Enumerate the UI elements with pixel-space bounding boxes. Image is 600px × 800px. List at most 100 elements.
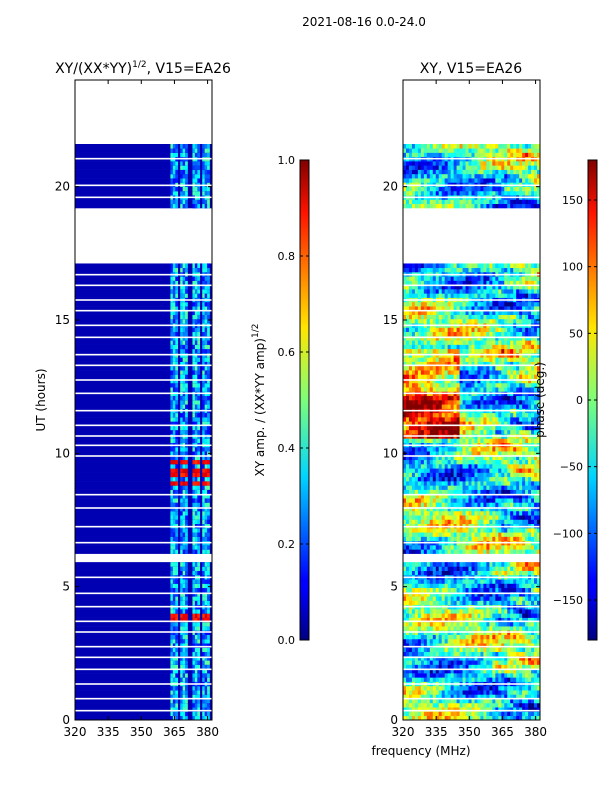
heatmap-row — [75, 318, 212, 324]
heatmap-cell — [474, 600, 478, 606]
heatmap-cell — [417, 685, 422, 691]
heatmap-cell — [465, 685, 469, 691]
heatmap-cell — [408, 549, 413, 554]
heatmap-cell — [444, 549, 448, 554]
heatmap-cell — [207, 498, 210, 503]
heatmap-cell — [194, 532, 198, 537]
heatmap-cell — [405, 596, 410, 601]
heatmap-cell — [423, 668, 428, 674]
heatmap-cell — [486, 481, 490, 486]
heatmap-cell — [516, 583, 520, 589]
heatmap-cell — [441, 451, 445, 456]
heatmap-cell — [441, 715, 445, 720]
heatmap-cell — [534, 690, 538, 695]
heatmap-cell — [435, 459, 440, 465]
heatmap-cell — [204, 698, 208, 704]
heatmap-cell — [534, 498, 538, 503]
heatmap-cell — [435, 698, 440, 704]
heatmap-cell — [495, 421, 499, 426]
heatmap-cell — [207, 660, 210, 665]
heatmap-cell — [465, 468, 469, 473]
heatmap-cell — [170, 451, 174, 456]
heatmap-cell — [175, 647, 179, 653]
heatmap-cell — [426, 592, 431, 597]
heatmap-cell — [180, 412, 183, 418]
heatmap-cell — [207, 152, 210, 158]
heatmap-cell — [403, 536, 407, 542]
heatmap-cell — [462, 485, 466, 490]
heatmap-row — [75, 455, 212, 461]
heatmap-cell — [414, 685, 419, 691]
heatmap-cell — [202, 284, 205, 290]
heatmap-cell — [180, 668, 183, 674]
heatmap-cell — [534, 566, 538, 571]
heatmap-cell — [202, 626, 205, 631]
heatmap-cell — [462, 510, 466, 516]
heatmap-cell — [420, 621, 425, 627]
heatmap-cell — [417, 677, 422, 682]
heatmap-cell — [483, 417, 487, 422]
heatmap-cell — [450, 660, 454, 665]
heatmap-row — [75, 361, 212, 367]
heatmap-cell — [197, 451, 201, 456]
heatmap-row — [75, 532, 212, 537]
heatmap-cell — [474, 656, 478, 661]
heatmap-cell — [519, 528, 523, 533]
heatmap-row — [75, 545, 212, 550]
heatmap-cell — [180, 306, 183, 311]
heatmap-cell — [182, 365, 186, 371]
heatmap-cell — [468, 464, 472, 469]
heatmap-row — [75, 357, 212, 362]
heatmap-cell — [450, 596, 454, 601]
heatmap-cell — [513, 498, 517, 503]
heatmap-cell — [175, 566, 179, 571]
heatmap-cell — [471, 468, 475, 473]
heatmap-cell — [172, 660, 176, 665]
heatmap-cell — [405, 528, 410, 533]
heatmap-cell — [192, 626, 196, 631]
heatmap-cell — [450, 446, 454, 452]
heatmap-cell — [492, 660, 496, 665]
heatmap-cell — [194, 609, 198, 614]
heatmap-cell — [489, 707, 493, 712]
heatmap-cell — [459, 455, 463, 461]
heatmap-cell — [513, 425, 517, 431]
heatmap-cell — [192, 707, 196, 712]
heatmap-cell — [429, 549, 434, 554]
heatmap-cell — [204, 370, 208, 375]
heatmap-cell — [528, 643, 532, 648]
heatmap-cell — [441, 493, 445, 499]
heatmap-cell — [207, 579, 210, 584]
heatmap-cell — [525, 464, 529, 469]
heatmap-cell — [483, 587, 487, 593]
heatmap-cell — [513, 532, 517, 537]
heatmap-cell — [426, 438, 431, 443]
heatmap-cell — [441, 400, 445, 405]
heatmap-cell — [420, 536, 425, 542]
heatmap-cell — [170, 634, 174, 640]
heatmap-cell — [435, 562, 440, 567]
heatmap-cell — [180, 318, 183, 324]
heatmap-cell — [525, 638, 529, 644]
heatmap-cell — [197, 417, 201, 422]
heatmap-cell — [534, 528, 538, 533]
heatmap-cell — [474, 510, 478, 516]
heatmap-cell — [504, 668, 508, 674]
heatmap-cell — [170, 545, 174, 550]
heatmap-cell — [403, 528, 407, 533]
heatmap-cell — [510, 711, 514, 717]
heatmap-cell — [172, 451, 176, 456]
heatmap-cell — [438, 549, 443, 554]
heatmap-cell — [492, 609, 496, 614]
heatmap-cell — [474, 446, 478, 452]
heatmap-cell — [170, 647, 174, 653]
heatmap-cell — [423, 455, 428, 461]
heatmap-cell — [435, 664, 440, 670]
heatmap-cell — [403, 673, 407, 678]
heatmap-cell — [170, 344, 174, 350]
heatmap-cell — [468, 592, 472, 597]
heatmap-row — [75, 148, 212, 153]
heatmap-cell — [170, 587, 174, 593]
heatmap-cell — [468, 583, 472, 589]
heatmap-cell — [438, 609, 443, 614]
